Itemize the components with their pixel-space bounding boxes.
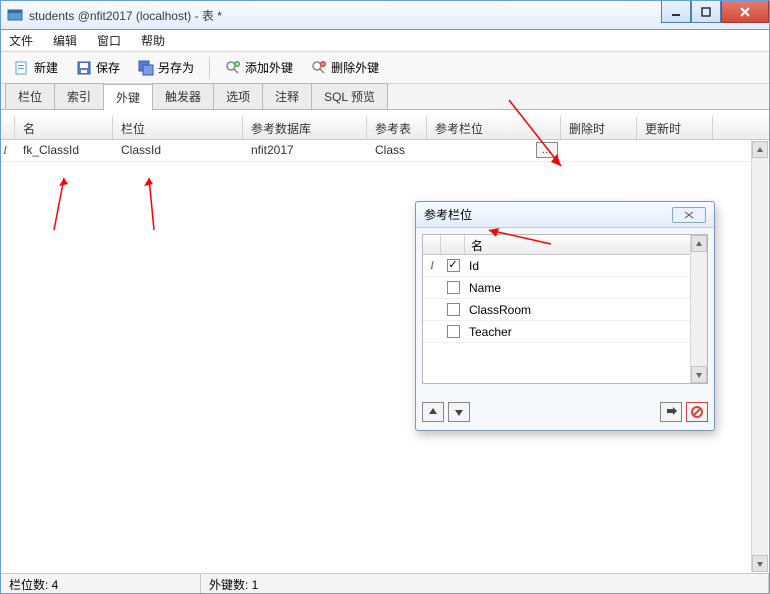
popup-scrollbar[interactable] [690, 235, 707, 383]
menu-window[interactable]: 窗口 [97, 32, 121, 49]
popup-grid: 名 I Id Name ClassRoom [422, 234, 708, 384]
move-up-button[interactable] [422, 402, 444, 422]
cell-field[interactable]: ClassId [113, 140, 243, 161]
annotation-arrow [129, 170, 179, 240]
tab-indexes[interactable]: 索引 [54, 83, 104, 109]
save-button[interactable]: 保存 [69, 55, 127, 80]
tab-comment[interactable]: 注释 [262, 83, 312, 109]
col-reffield[interactable]: 参考栏位 [427, 116, 561, 139]
cell-name[interactable]: fk_ClassId [15, 140, 113, 161]
tab-sqlpreview[interactable]: SQL 预览 [311, 83, 388, 109]
row-cursor-icon: I [430, 258, 434, 273]
del-fk-icon [311, 60, 327, 76]
col-onupdate[interactable]: 更新时 [637, 116, 713, 139]
maximize-button[interactable] [691, 1, 721, 23]
toolbar: 新建 保存 另存为 添加外键 删除外键 [1, 52, 769, 84]
table-row[interactable]: I fk_ClassId ClassId nfit2017 Class … [1, 140, 769, 162]
popup-col-name[interactable]: 名 [465, 235, 707, 254]
checkbox[interactable] [447, 325, 460, 338]
menu-help[interactable]: 帮助 [141, 32, 165, 49]
checkbox[interactable] [447, 281, 460, 294]
menu-file[interactable]: 文件 [9, 32, 33, 49]
tab-options[interactable]: 选项 [213, 83, 263, 109]
menu-bar: 文件 编辑 窗口 帮助 [1, 30, 769, 52]
menu-edit[interactable]: 编辑 [53, 32, 77, 49]
col-reftable[interactable]: 参考表 [367, 116, 427, 139]
popup-title-text: 参考栏位 [424, 206, 472, 223]
col-name[interactable]: 名 [15, 116, 113, 139]
checkbox[interactable] [447, 303, 460, 316]
cell-onupdate[interactable] [637, 140, 713, 161]
popup-footer [422, 400, 708, 424]
row-cursor-icon: I [3, 143, 7, 157]
popup-row[interactable]: I Id [423, 255, 707, 277]
new-button[interactable]: 新建 [7, 55, 65, 80]
save-icon [76, 60, 92, 76]
status-fks: 外键数: 1 [201, 574, 769, 593]
scroll-down-icon[interactable] [691, 366, 707, 383]
toolbar-separator [209, 57, 210, 79]
popup-item-label[interactable]: Name [465, 281, 707, 295]
scroll-up-icon[interactable] [691, 235, 707, 252]
popup-item-label[interactable]: ClassRoom [465, 303, 707, 317]
tab-triggers[interactable]: 触发器 [152, 83, 214, 109]
title-bar: students @nfit2017 (localhost) - 表 * [0, 0, 770, 30]
reffield-popup: 参考栏位 名 I Id Name [415, 201, 715, 431]
del-fk-button[interactable]: 删除外键 [304, 55, 386, 80]
checkbox[interactable] [447, 259, 460, 272]
app-icon [7, 7, 23, 23]
ok-button[interactable] [660, 402, 682, 422]
col-field[interactable]: 栏位 [113, 116, 243, 139]
tab-bar: 栏位 索引 外键 触发器 选项 注释 SQL 预览 [1, 84, 769, 110]
popup-row[interactable]: Teacher [423, 321, 707, 343]
add-fk-button[interactable]: 添加外键 [218, 55, 300, 80]
tab-fk[interactable]: 外键 [103, 84, 153, 110]
saveas-button[interactable]: 另存为 [131, 55, 201, 80]
new-icon [14, 60, 30, 76]
status-fields: 栏位数: 4 [1, 574, 201, 593]
vertical-scrollbar[interactable] [751, 141, 768, 572]
popup-row[interactable]: ClassRoom [423, 299, 707, 321]
scroll-down-icon[interactable] [752, 555, 768, 572]
cell-reftable[interactable]: Class [367, 140, 427, 161]
annotation-arrow [29, 170, 79, 240]
move-down-button[interactable] [448, 402, 470, 422]
popup-titlebar[interactable]: 参考栏位 [416, 202, 714, 228]
cell-refdb[interactable]: nfit2017 [243, 140, 367, 161]
tab-fields[interactable]: 栏位 [5, 83, 55, 109]
minimize-button[interactable] [661, 1, 691, 23]
scroll-up-icon[interactable] [752, 141, 768, 158]
reffield-picker-button[interactable]: … [536, 142, 558, 158]
cell-reffield[interactable]: … [427, 140, 561, 161]
cancel-button[interactable] [686, 402, 708, 422]
saveas-icon [138, 60, 154, 76]
status-bar: 栏位数: 4 外键数: 1 [1, 573, 769, 593]
popup-item-label[interactable]: Teacher [465, 325, 707, 339]
popup-row[interactable]: Name [423, 277, 707, 299]
col-refdb[interactable]: 参考数据库 [243, 116, 367, 139]
cell-ondelete[interactable] [561, 140, 637, 161]
add-fk-icon [225, 60, 241, 76]
grid-header: 名 栏位 参考数据库 参考表 参考栏位 删除时 更新时 [1, 116, 769, 140]
window-title: students @nfit2017 (localhost) - 表 * [29, 7, 222, 24]
popup-item-label[interactable]: Id [465, 259, 707, 273]
col-ondelete[interactable]: 删除时 [561, 116, 637, 139]
close-button[interactable] [721, 1, 769, 23]
popup-close-button[interactable] [672, 207, 706, 223]
